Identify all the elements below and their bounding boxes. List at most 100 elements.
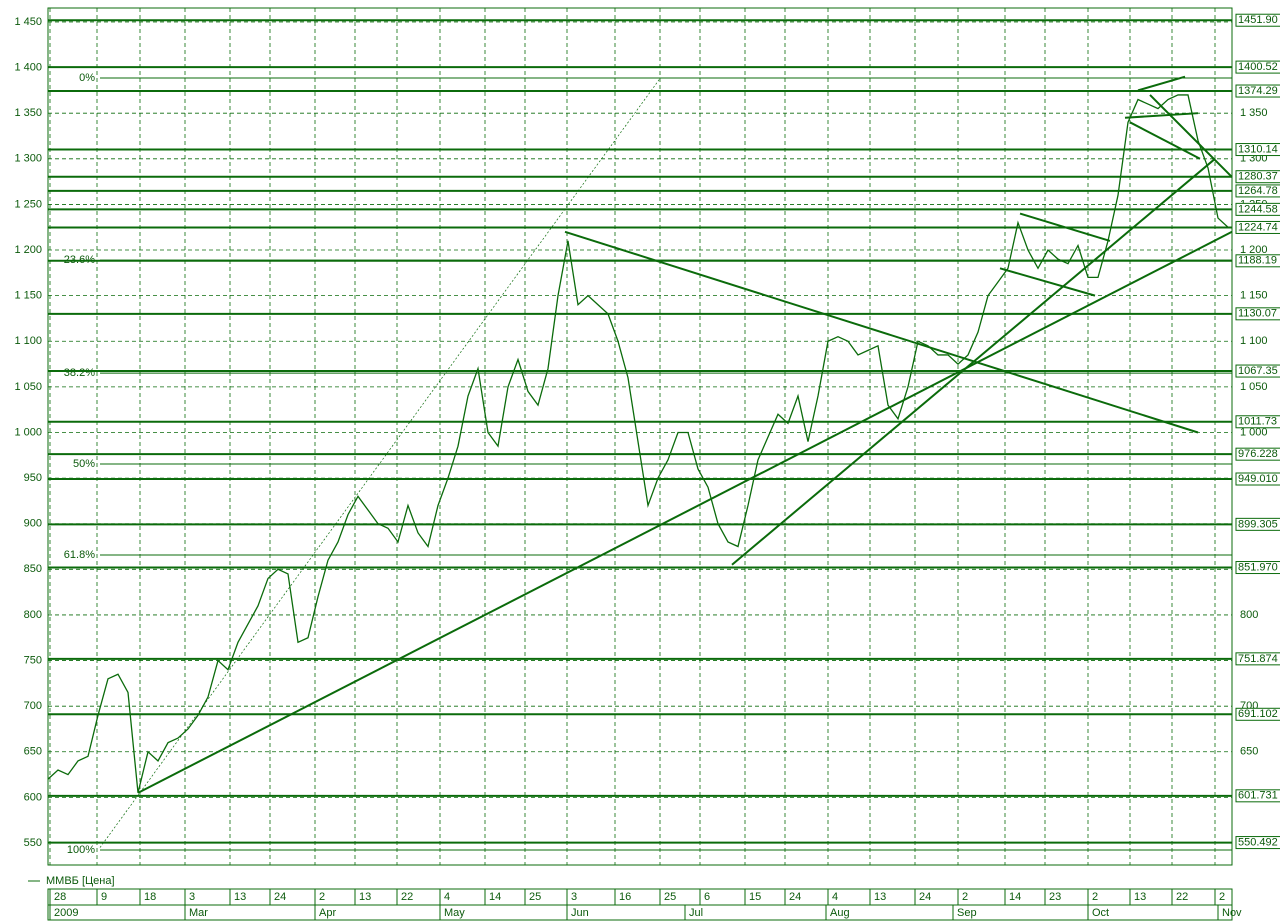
trend-line: [1129, 121, 1201, 160]
y-tick-label: 1 000: [14, 426, 42, 438]
x-tick-label: 2: [962, 891, 968, 903]
y-tick-label: 900: [24, 518, 42, 530]
y-tick-label: 600: [24, 791, 42, 803]
month-label: Jun: [571, 907, 589, 919]
level-box: [1235, 254, 1280, 268]
level-label: 691.102: [1238, 708, 1278, 720]
x-tick-label: 23: [1049, 891, 1061, 903]
level-box: [1235, 707, 1280, 721]
level-label: 949.010: [1238, 473, 1278, 485]
y-tick-label-right: 650: [1240, 746, 1258, 758]
x-tick-label: 14: [489, 891, 501, 903]
level-label: 1280.37: [1238, 171, 1278, 183]
level-box: [1235, 13, 1280, 27]
level-box: [1235, 447, 1280, 461]
y-tick-label-right: 1 050: [1240, 381, 1268, 393]
level-label: 1310.14: [1238, 143, 1278, 155]
x-tick-label: 24: [789, 891, 801, 903]
y-tick-label: 1 150: [14, 290, 42, 302]
level-box: [1235, 220, 1280, 234]
level-label: 1400.52: [1238, 61, 1278, 73]
month-axis: [47, 904, 1233, 921]
y-tick-label: 1 100: [14, 335, 42, 347]
month-label: Apr: [319, 907, 336, 919]
x-tick-label: 14: [1009, 891, 1021, 903]
x-tick-label: 28: [54, 891, 66, 903]
y-tick-label-right: 1 000: [1240, 426, 1268, 438]
month-label: May: [444, 907, 465, 919]
x-tick-label: 4: [444, 891, 450, 903]
x-tick-label: 9: [101, 891, 107, 903]
trend-line: [137, 230, 1233, 794]
level-label: 1130.07: [1238, 308, 1277, 320]
x-tick-label: 16: [619, 891, 631, 903]
x-tick-label: 13: [874, 891, 886, 903]
month-label: Jul: [689, 907, 703, 919]
y-tick-label-right: 1 200: [1240, 244, 1268, 256]
x-tick-label: 6: [704, 891, 710, 903]
level-label: 1188.19: [1238, 255, 1277, 267]
plot-area: [47, 7, 1233, 866]
level-label: 1011.73: [1238, 416, 1277, 428]
month-label: Oct: [1092, 907, 1109, 919]
fib-label: 38.2%: [64, 367, 95, 379]
x-tick-label: 15: [749, 891, 761, 903]
level-box: [1235, 307, 1280, 321]
x-tick-label: 3: [189, 891, 195, 903]
level-label: 1264.78: [1238, 185, 1278, 197]
legend-text: ММВБ [Цена]: [46, 875, 115, 887]
y-tick-label: 550: [24, 837, 42, 849]
y-tick-label: 850: [24, 563, 42, 575]
level-box: [1235, 84, 1280, 98]
level-box: [1235, 202, 1280, 216]
y-tick-label: 1 050: [14, 381, 42, 393]
y-tick-label: 750: [24, 654, 42, 666]
x-tick-label: 24: [274, 891, 286, 903]
level-box: [1235, 184, 1280, 198]
level-label: 1374.29: [1238, 85, 1278, 97]
level-box: [1235, 789, 1280, 803]
y-tick-label: 1 300: [14, 153, 42, 165]
x-tick-label: 2: [319, 891, 325, 903]
level-label: 1244.58: [1238, 203, 1278, 215]
level-label: 1067.35: [1238, 365, 1278, 377]
y-tick-label: 1 250: [14, 198, 42, 210]
price-line: [47, 94, 1229, 793]
y-tick-label-right: 1 100: [1240, 335, 1268, 347]
fib-label: 61.8%: [64, 549, 95, 561]
x-tick-label: 2: [1092, 891, 1098, 903]
fib-trend: [99, 78, 661, 848]
level-box: [1235, 517, 1280, 531]
trend-line: [564, 230, 1199, 434]
level-box: [1235, 415, 1280, 429]
x-tick-label: 22: [401, 891, 413, 903]
y-tick-label-right: 1 350: [1240, 107, 1268, 119]
level-label: 1224.74: [1238, 221, 1278, 233]
level-label: 550.492: [1238, 836, 1278, 848]
month-label: Nov: [1222, 907, 1242, 919]
month-label: Sep: [957, 907, 977, 919]
x-tick-label: 13: [234, 891, 246, 903]
trend-line: [1137, 75, 1186, 92]
y-tick-label: 950: [24, 472, 42, 484]
level-box: [1235, 652, 1280, 666]
level-box: [1235, 472, 1280, 486]
x-tick-label: 22: [1176, 891, 1188, 903]
y-tick-label: 1 400: [14, 61, 42, 73]
y-tick-label: 700: [24, 700, 42, 712]
x-tick-label: 13: [1134, 891, 1146, 903]
trend-line: [1019, 212, 1111, 242]
y-tick-label-right: 1 150: [1240, 290, 1268, 302]
month-label: Aug: [830, 907, 850, 919]
level-label: 851.970: [1238, 561, 1278, 573]
fib-label: 0%: [79, 72, 95, 84]
level-box: [1235, 60, 1280, 74]
x-tick-label: 25: [529, 891, 541, 903]
y-tick-label: 1 350: [14, 107, 42, 119]
level-label: 751.874: [1238, 653, 1278, 665]
y-tick-label: 800: [24, 609, 42, 621]
y-tick-label-right: 800: [1240, 609, 1258, 621]
x-tick-label: 24: [919, 891, 931, 903]
